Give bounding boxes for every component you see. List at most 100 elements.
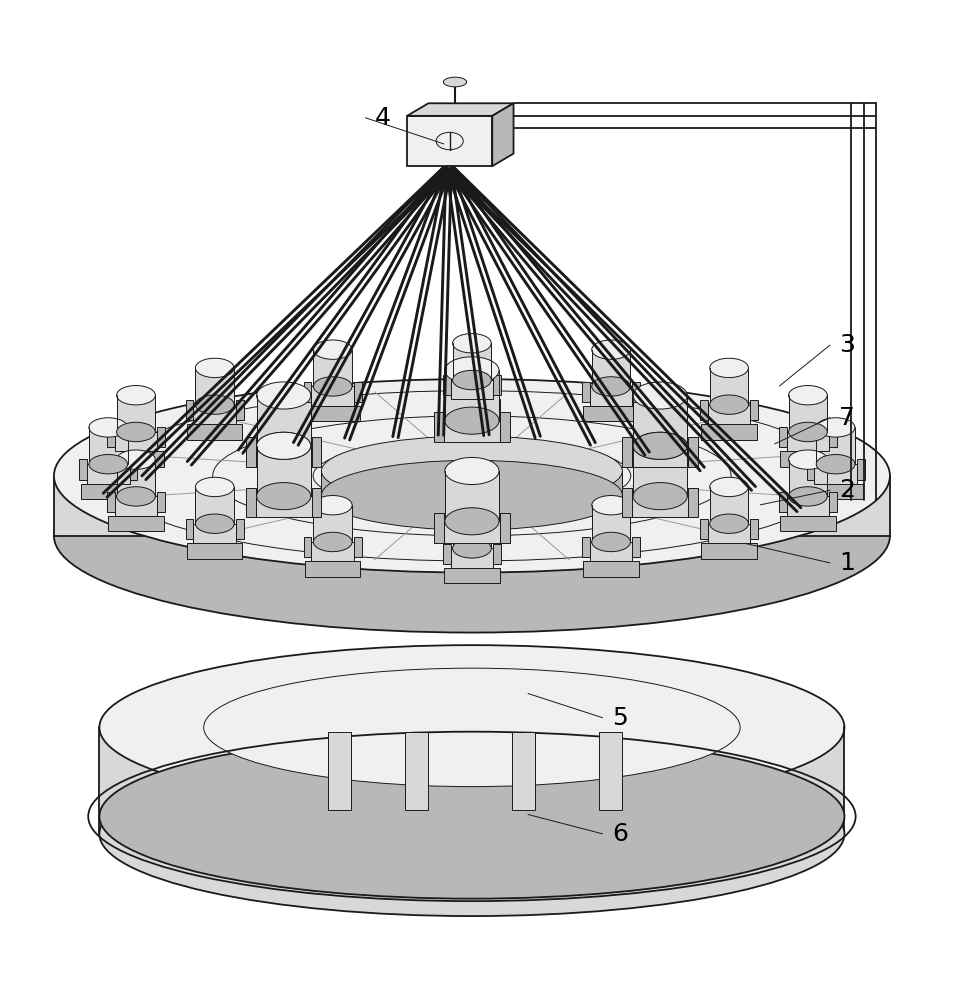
Bar bbox=[354, 382, 361, 402]
Ellipse shape bbox=[257, 432, 311, 459]
Ellipse shape bbox=[196, 358, 234, 378]
Ellipse shape bbox=[116, 450, 155, 469]
Bar bbox=[79, 459, 87, 480]
Ellipse shape bbox=[100, 752, 844, 916]
Bar bbox=[107, 427, 114, 447]
Polygon shape bbox=[89, 427, 128, 464]
Polygon shape bbox=[709, 487, 748, 524]
Text: 5: 5 bbox=[612, 706, 628, 730]
Ellipse shape bbox=[453, 502, 491, 521]
Ellipse shape bbox=[789, 487, 828, 506]
Bar bbox=[582, 382, 590, 402]
Bar bbox=[451, 380, 493, 399]
Ellipse shape bbox=[816, 455, 855, 474]
Ellipse shape bbox=[313, 496, 352, 515]
Bar bbox=[787, 496, 829, 516]
Bar bbox=[434, 412, 444, 442]
Polygon shape bbox=[257, 395, 311, 446]
Ellipse shape bbox=[709, 395, 748, 414]
Ellipse shape bbox=[322, 436, 622, 506]
Bar bbox=[688, 488, 698, 517]
Bar bbox=[157, 492, 165, 512]
Ellipse shape bbox=[313, 532, 352, 552]
Bar bbox=[500, 513, 510, 543]
Bar bbox=[633, 537, 641, 557]
Polygon shape bbox=[445, 370, 499, 421]
Text: 2: 2 bbox=[839, 478, 856, 502]
Polygon shape bbox=[445, 471, 499, 521]
Bar bbox=[622, 488, 632, 517]
Ellipse shape bbox=[89, 418, 128, 437]
Bar bbox=[312, 437, 322, 467]
Bar bbox=[236, 400, 244, 420]
Ellipse shape bbox=[789, 422, 828, 442]
Bar bbox=[750, 400, 758, 420]
Ellipse shape bbox=[116, 487, 155, 506]
Ellipse shape bbox=[445, 357, 499, 384]
Bar bbox=[700, 400, 707, 420]
Polygon shape bbox=[313, 350, 352, 386]
Ellipse shape bbox=[100, 645, 844, 810]
Bar bbox=[493, 375, 501, 395]
Ellipse shape bbox=[592, 340, 631, 359]
Bar bbox=[779, 427, 787, 447]
Text: 1: 1 bbox=[839, 551, 856, 575]
Polygon shape bbox=[54, 476, 890, 536]
Polygon shape bbox=[816, 427, 855, 464]
Ellipse shape bbox=[709, 358, 748, 378]
Polygon shape bbox=[196, 368, 234, 405]
Bar bbox=[590, 542, 633, 561]
Bar bbox=[700, 519, 707, 539]
Bar bbox=[311, 542, 354, 561]
Bar bbox=[434, 513, 444, 543]
Polygon shape bbox=[257, 446, 311, 496]
Bar bbox=[303, 382, 311, 402]
Bar bbox=[780, 451, 835, 467]
Ellipse shape bbox=[313, 340, 352, 359]
Bar bbox=[443, 544, 451, 564]
Text: 6: 6 bbox=[612, 822, 628, 846]
Ellipse shape bbox=[100, 734, 844, 899]
Polygon shape bbox=[322, 471, 622, 495]
Ellipse shape bbox=[633, 432, 687, 459]
Bar bbox=[444, 399, 500, 415]
Ellipse shape bbox=[633, 483, 687, 510]
Ellipse shape bbox=[444, 77, 467, 87]
Bar bbox=[246, 437, 256, 467]
Ellipse shape bbox=[445, 457, 499, 485]
Text: 3: 3 bbox=[839, 333, 856, 357]
Polygon shape bbox=[633, 446, 687, 496]
Bar bbox=[256, 496, 312, 517]
Bar bbox=[80, 484, 136, 499]
Ellipse shape bbox=[257, 432, 311, 459]
Bar bbox=[305, 561, 360, 577]
Polygon shape bbox=[789, 460, 828, 496]
Bar bbox=[814, 464, 857, 484]
Polygon shape bbox=[116, 395, 155, 432]
Bar bbox=[707, 405, 750, 424]
Ellipse shape bbox=[592, 377, 631, 396]
Bar bbox=[194, 524, 236, 543]
Bar bbox=[702, 543, 757, 559]
Bar bbox=[109, 451, 164, 467]
Bar bbox=[311, 386, 354, 406]
Ellipse shape bbox=[116, 386, 155, 405]
Ellipse shape bbox=[453, 334, 491, 353]
Polygon shape bbox=[633, 395, 687, 446]
Bar bbox=[633, 382, 641, 402]
Bar bbox=[114, 496, 157, 516]
Ellipse shape bbox=[257, 483, 311, 510]
Polygon shape bbox=[453, 343, 491, 380]
Bar bbox=[493, 544, 501, 564]
Bar bbox=[443, 375, 451, 395]
Ellipse shape bbox=[257, 382, 311, 409]
Bar bbox=[114, 432, 157, 451]
Bar bbox=[750, 519, 758, 539]
Bar bbox=[157, 427, 165, 447]
Bar bbox=[857, 459, 864, 480]
Bar bbox=[829, 427, 837, 447]
Polygon shape bbox=[592, 350, 631, 386]
Bar bbox=[583, 406, 639, 421]
Ellipse shape bbox=[116, 422, 155, 442]
Bar bbox=[87, 464, 130, 484]
